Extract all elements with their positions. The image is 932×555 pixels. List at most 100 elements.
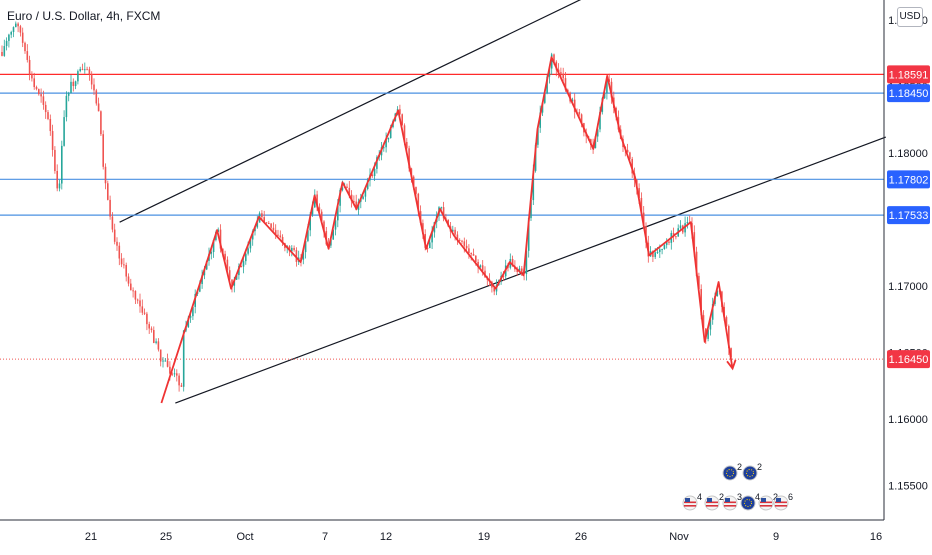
candle-body: [493, 287, 495, 292]
flag-canton: [761, 498, 766, 502]
candle-13: [31, 71, 33, 82]
level-label-level-2: 1.17802: [887, 170, 930, 189]
candle-63: [146, 311, 148, 331]
candle-body: [123, 264, 125, 266]
candle-body: [366, 180, 369, 189]
candle-body: [562, 73, 564, 79]
candle-192: [442, 201, 445, 222]
currency-button[interactable]: USD: [897, 7, 923, 27]
candle-body: [102, 134, 104, 167]
candle-52: [120, 253, 123, 268]
candle-body: [86, 69, 88, 71]
candle-293: [675, 236, 677, 240]
candle-body: [546, 76, 548, 93]
candle-body: [511, 258, 514, 267]
candle-body: [431, 232, 433, 243]
x-tick-label: 25: [160, 531, 172, 543]
candle-body: [442, 207, 445, 219]
y-tick-label: 1.18000: [888, 148, 928, 160]
candle-body: [550, 54, 553, 69]
candle-60: [139, 293, 141, 313]
candle-26: [61, 140, 63, 190]
event-count: 6: [788, 492, 793, 502]
candle-body: [93, 84, 95, 91]
candle-body: [654, 252, 656, 257]
candle-76: [176, 369, 178, 382]
y-tick-label: 1.17000: [888, 281, 928, 293]
candle-body: [107, 183, 109, 200]
candle-79: [182, 329, 185, 392]
candle-18: [42, 90, 45, 110]
candle-body: [596, 129, 599, 137]
level-label-level-1-text: 1.18450: [889, 88, 929, 100]
candle-body: [355, 201, 357, 210]
flag-stripe: [724, 501, 736, 504]
candle-body: [263, 217, 265, 223]
candle-body: [116, 241, 118, 246]
candle-45: [104, 163, 107, 190]
candle-31: [72, 78, 75, 92]
zigzag-wave: [160, 56, 737, 404]
candle-body: [74, 81, 77, 87]
candle-body: [5, 40, 8, 47]
event-count: 3: [737, 492, 742, 502]
candle-body: [130, 283, 132, 291]
candle-body: [245, 253, 247, 262]
candle-56: [130, 278, 132, 291]
candle-body: [162, 360, 164, 362]
event-count: 2: [719, 492, 724, 502]
candle-body: [330, 239, 332, 246]
candle-116: [268, 221, 270, 225]
candle-body: [332, 229, 334, 240]
candle-body: [665, 241, 668, 246]
candle-114: [263, 210, 265, 223]
candle-body: [456, 234, 459, 240]
candle-body: [686, 222, 689, 224]
candle-body: [578, 111, 581, 115]
candle-body: [580, 114, 583, 124]
candle-body: [479, 265, 482, 268]
candle-body: [240, 266, 242, 268]
flag-stars: [726, 469, 734, 477]
candle-body: [477, 261, 479, 268]
candle-body: [516, 269, 518, 272]
x-tick-label: 21: [85, 531, 97, 543]
candle-body: [40, 94, 42, 97]
candle-295: [679, 220, 682, 230]
event-marker-5: 4: [740, 492, 760, 511]
candle-2: [5, 37, 8, 51]
flag-stripe: [724, 505, 736, 507]
candle-body: [461, 240, 463, 242]
candle-body: [199, 284, 201, 292]
candle-body: [21, 32, 24, 43]
candle-167: [385, 132, 387, 153]
candle-body: [309, 214, 311, 231]
event-marker-6: 2: [758, 492, 778, 511]
candle-126: [291, 245, 293, 257]
candle-body: [65, 95, 68, 118]
flag-canton: [685, 498, 690, 502]
candle-body: [458, 239, 461, 241]
candle-body: [415, 187, 417, 194]
candle-body: [652, 251, 654, 257]
candle-77: [178, 373, 180, 392]
candle-body: [291, 247, 293, 252]
candle-25: [58, 179, 61, 192]
candle-body: [475, 255, 477, 262]
candle-body: [610, 81, 613, 98]
candle-150: [346, 183, 348, 189]
candle-body: [72, 81, 75, 87]
y-tick-label: 1.15500: [888, 481, 928, 493]
candle-54: [125, 262, 127, 282]
candle-body: [8, 34, 10, 41]
candle-body: [472, 254, 475, 256]
candle-body: [481, 265, 484, 271]
candle-body: [716, 290, 719, 297]
candle-body: [146, 313, 148, 325]
channel-upper-line: [119, 0, 582, 223]
candle-body: [10, 32, 12, 35]
event-marker-7: 6: [773, 492, 793, 511]
candle-body: [560, 72, 562, 74]
